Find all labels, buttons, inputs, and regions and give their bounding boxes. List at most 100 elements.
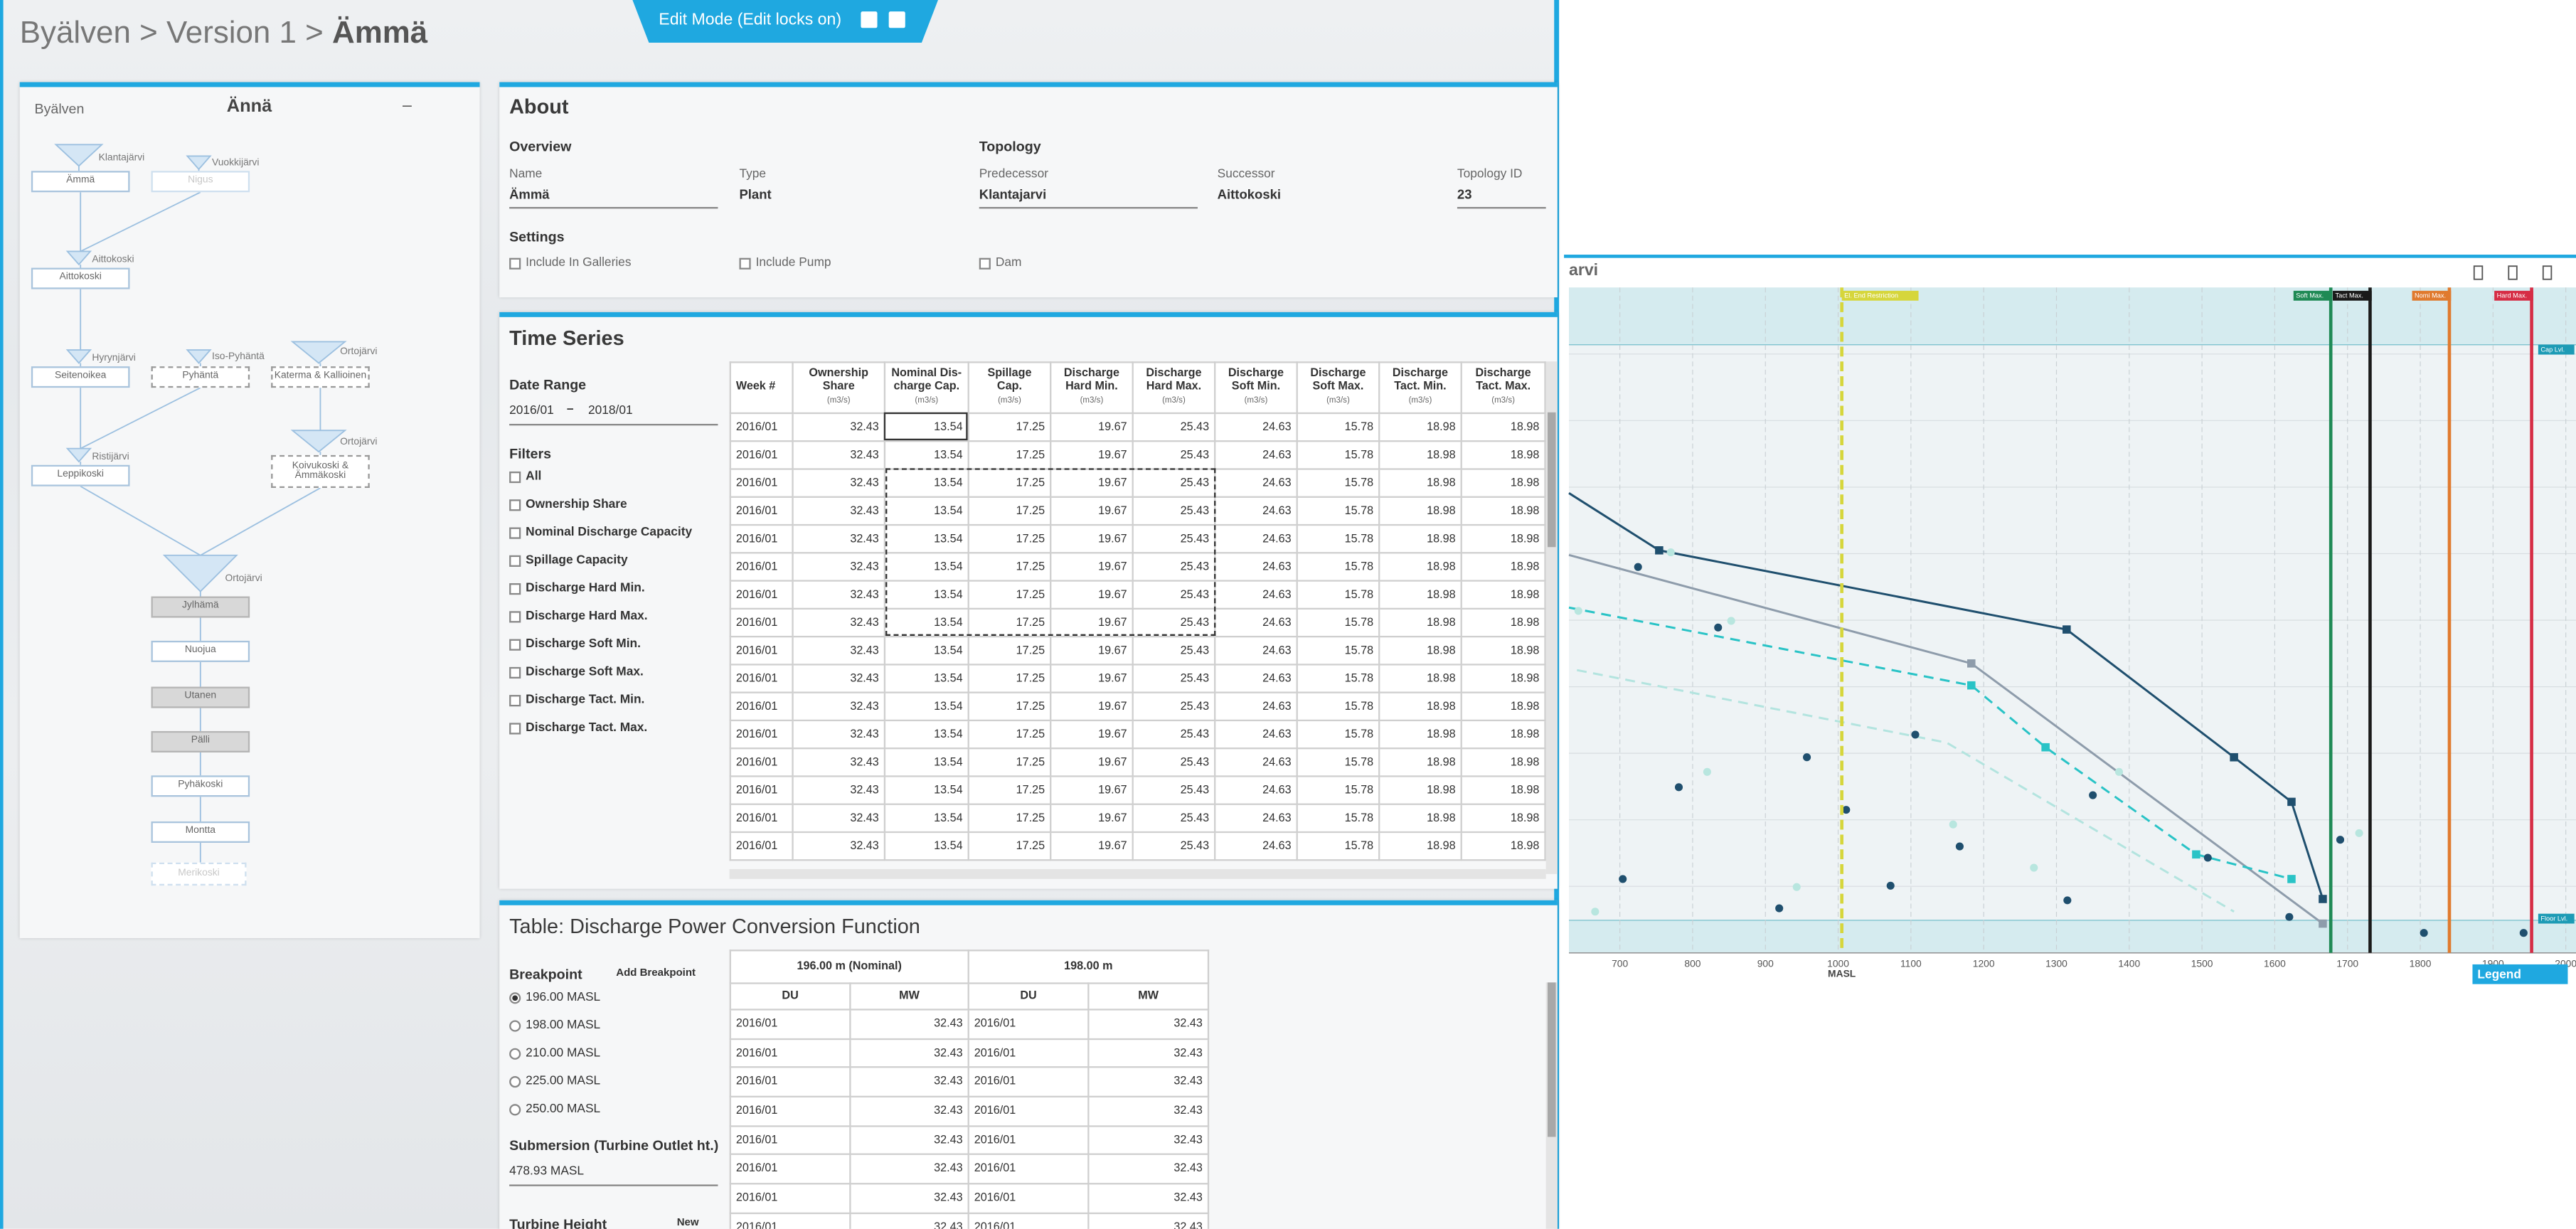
field-value[interactable]: 23 xyxy=(1457,187,1472,203)
cell[interactable]: 32.43 xyxy=(792,468,886,498)
cell[interactable]: 19.67 xyxy=(1050,775,1134,805)
cell[interactable]: 17.25 xyxy=(967,496,1052,526)
cell[interactable]: 13.54 xyxy=(883,747,969,777)
cell[interactable]: 17.25 xyxy=(967,523,1052,554)
cell[interactable]: 24.63 xyxy=(1214,775,1298,805)
cell[interactable]: 19.67 xyxy=(1050,496,1134,526)
cell[interactable]: 32.43 xyxy=(849,1212,969,1229)
cell[interactable]: 24.63 xyxy=(1214,496,1298,526)
radio[interactable] xyxy=(509,1075,521,1087)
filter[interactable]: Discharge Hard Min. xyxy=(509,580,645,595)
checkbox[interactable] xyxy=(509,722,521,734)
cell[interactable]: 15.78 xyxy=(1296,607,1380,638)
cell[interactable]: 18.98 xyxy=(1378,440,1462,470)
cell[interactable]: 17.25 xyxy=(967,747,1052,777)
cell[interactable]: 32.43 xyxy=(849,1183,969,1214)
cell[interactable]: 18.98 xyxy=(1460,607,1546,638)
date-to[interactable]: 2018/01 xyxy=(587,402,633,417)
cell[interactable]: 18.98 xyxy=(1460,412,1546,442)
cell[interactable]: 2016/01 xyxy=(729,440,794,470)
cell[interactable]: 18.98 xyxy=(1378,719,1462,750)
cell[interactable]: 32.43 xyxy=(792,580,886,610)
cell[interactable]: 18.98 xyxy=(1378,803,1462,834)
cell[interactable]: 18.98 xyxy=(1460,831,1546,861)
cell[interactable]: 25.43 xyxy=(1132,580,1216,610)
checkbox[interactable] xyxy=(979,257,991,269)
cell[interactable]: 32.43 xyxy=(792,607,886,638)
cell[interactable]: 24.63 xyxy=(1214,552,1298,582)
cell[interactable]: 18.98 xyxy=(1460,440,1546,470)
cell[interactable]: 25.43 xyxy=(1132,691,1216,722)
cell[interactable]: 25.43 xyxy=(1132,664,1216,693)
cell[interactable]: 32.43 xyxy=(792,523,886,554)
setting-checkbox[interactable]: Include Pump xyxy=(739,255,831,270)
cell[interactable]: 24.63 xyxy=(1214,440,1298,470)
plant-node[interactable]: Leppikoski xyxy=(31,464,130,486)
cell[interactable]: 2016/01 xyxy=(729,1212,851,1229)
cell[interactable]: 13.54 xyxy=(883,580,969,610)
cell[interactable]: 2016/01 xyxy=(729,412,794,442)
cell[interactable]: 19.67 xyxy=(1050,747,1134,777)
checkbox[interactable] xyxy=(509,257,521,269)
checkbox[interactable] xyxy=(509,554,521,566)
cell[interactable]: 24.63 xyxy=(1214,635,1298,666)
cell[interactable]: 13.54 xyxy=(883,552,969,582)
cell[interactable]: 24.63 xyxy=(1214,607,1298,638)
cell[interactable]: 2016/01 xyxy=(967,1212,1090,1229)
cell[interactable]: 25.43 xyxy=(1132,412,1216,442)
cell[interactable]: 17.25 xyxy=(967,607,1052,638)
cell[interactable]: 13.54 xyxy=(883,607,969,638)
cell[interactable]: 32.43 xyxy=(792,831,886,861)
cell[interactable]: 32.43 xyxy=(1087,1038,1210,1069)
cell[interactable]: 24.63 xyxy=(1214,523,1298,554)
cell[interactable]: 25.43 xyxy=(1132,719,1216,750)
cell[interactable]: 32.43 xyxy=(849,1009,969,1040)
cell[interactable]: 17.25 xyxy=(967,803,1052,834)
plant-node[interactable]: Pälli xyxy=(151,730,250,752)
radio[interactable] xyxy=(509,1103,521,1115)
cell[interactable]: 17.25 xyxy=(967,831,1052,861)
setting-checkbox[interactable]: Include In Galleries xyxy=(509,255,631,270)
cell[interactable]: 2016/01 xyxy=(729,496,794,526)
cell[interactable]: 13.54 xyxy=(883,635,969,666)
checkbox[interactable] xyxy=(509,666,521,678)
chart-icon[interactable] xyxy=(2542,265,2553,280)
cell[interactable]: 2016/01 xyxy=(729,552,794,582)
cell[interactable]: 24.63 xyxy=(1214,412,1298,442)
cell[interactable]: 2016/01 xyxy=(729,691,794,722)
setting-checkbox[interactable]: Dam xyxy=(979,255,1021,270)
plant-node[interactable]: Merikoski xyxy=(151,862,247,886)
cell[interactable]: 19.67 xyxy=(1050,523,1134,554)
cell[interactable]: 32.43 xyxy=(1087,1067,1210,1098)
chart-icon[interactable] xyxy=(2508,265,2518,280)
cell[interactable]: 18.98 xyxy=(1378,664,1462,693)
cell[interactable]: 15.78 xyxy=(1296,691,1380,722)
field-value[interactable]: Ämmä xyxy=(509,187,550,203)
cell[interactable]: 13.54 xyxy=(883,775,969,805)
cell[interactable]: 19.67 xyxy=(1050,412,1134,442)
radio[interactable] xyxy=(509,991,521,1004)
cell[interactable]: 18.98 xyxy=(1378,607,1462,638)
cell[interactable]: 2016/01 xyxy=(967,1095,1090,1127)
cell[interactable]: 32.43 xyxy=(1087,1212,1210,1229)
filter[interactable]: Discharge Soft Min. xyxy=(509,636,641,651)
breakpoint-radio[interactable]: 198.00 MASL xyxy=(509,1017,600,1032)
cell[interactable]: 19.67 xyxy=(1050,440,1134,470)
scroll-thumb[interactable] xyxy=(1547,412,1556,548)
cell[interactable]: 25.43 xyxy=(1132,496,1216,526)
plant-node[interactable]: Ämmä xyxy=(31,171,130,193)
filter[interactable]: Discharge Hard Max. xyxy=(509,608,648,622)
cell[interactable]: 18.98 xyxy=(1378,468,1462,498)
filter[interactable]: All xyxy=(509,468,541,483)
filter[interactable]: Discharge Soft Max. xyxy=(509,664,644,679)
cell[interactable]: 24.63 xyxy=(1214,580,1298,610)
cell[interactable]: 13.54 xyxy=(883,831,969,861)
cell[interactable]: 15.78 xyxy=(1296,468,1380,498)
cell[interactable]: 32.43 xyxy=(849,1038,969,1069)
cell[interactable]: 18.98 xyxy=(1460,719,1546,750)
filter[interactable]: Ownership Share xyxy=(509,496,627,511)
cell[interactable]: 2016/01 xyxy=(729,1183,851,1214)
plant-node[interactable]: Montta xyxy=(151,821,250,844)
cell[interactable]: 13.54 xyxy=(883,719,969,750)
cell[interactable]: 17.25 xyxy=(967,719,1052,750)
